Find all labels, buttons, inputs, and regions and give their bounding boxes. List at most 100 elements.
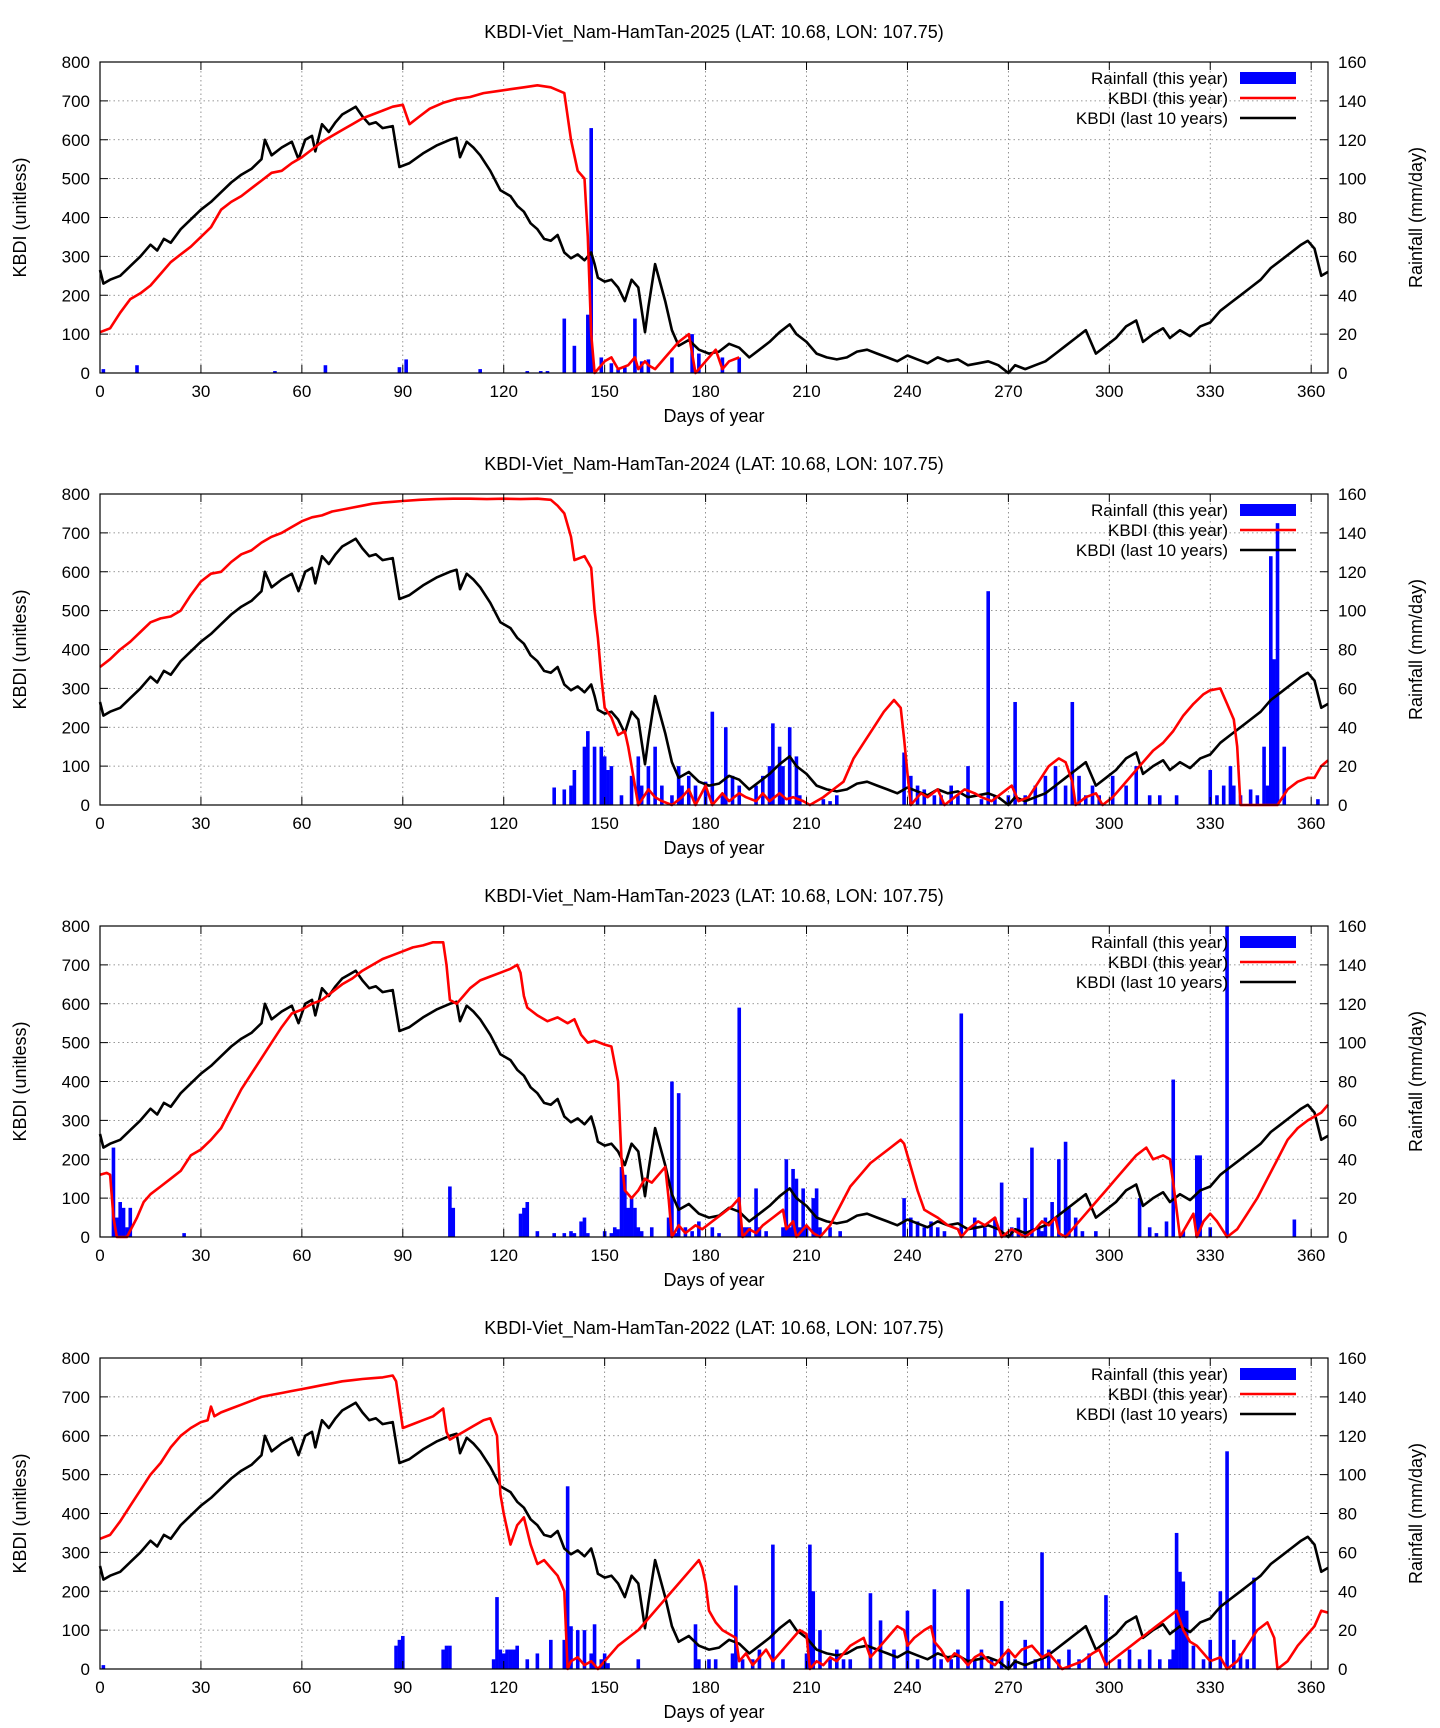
rainfall-bar (549, 1639, 553, 1669)
x-axis: 0 30 60 90 120 150 180 210 240 270 300 330 360 (95, 494, 1325, 833)
rainfall-bar (794, 756, 799, 805)
y-tick-label: 600 (62, 563, 90, 582)
y2-tick-label: 0 (1338, 1228, 1347, 1247)
y2-tick-label: 160 (1338, 485, 1366, 504)
rainfall-bar (764, 1231, 768, 1237)
rainfall-bar (101, 369, 106, 373)
rainfall-bar (1231, 1639, 1236, 1669)
rainfall-bar (599, 746, 604, 805)
y2-tick-label: 60 (1338, 679, 1357, 698)
rainfall-bar (633, 318, 637, 373)
rainfall-bar (1218, 1591, 1223, 1669)
y-tick-label: 300 (62, 247, 90, 266)
y-axis-left: 0 100 200 300 400 500 600 700 800 (62, 917, 108, 1247)
rainfall-bar (609, 766, 614, 805)
rainfall-bar (754, 785, 758, 805)
rainfall-bar (535, 1653, 540, 1669)
rainfall-bar (670, 357, 674, 373)
x-tick-label: 60 (292, 1678, 311, 1697)
rainfall-bar (956, 1649, 960, 1669)
rainfall-bar (1201, 1659, 1206, 1669)
rainfall-bar (1225, 1451, 1229, 1669)
rainfall-bar (1262, 746, 1266, 805)
rainfall-bar (1147, 795, 1152, 805)
rainfall-bar (781, 766, 785, 805)
rainfall-bar (794, 1178, 799, 1237)
rainfall-bar (1006, 1649, 1011, 1669)
rainfall-bar (660, 785, 664, 805)
rainfall-bar (693, 785, 698, 805)
rainfall-bar (1147, 1649, 1152, 1669)
legend-rainfall-swatch (1240, 504, 1296, 516)
legend-kbdi-last10-label: KBDI (last 10 years) (1076, 109, 1228, 128)
rainfall-bar (441, 1649, 445, 1669)
y2-tick-label: 0 (1338, 1660, 1347, 1679)
x-axis: 0 30 60 90 120 150 180 210 240 270 300 330 360 (95, 62, 1325, 401)
rainfall-bar (1087, 1653, 1091, 1669)
x-tick-label: 210 (792, 814, 820, 833)
rainfall-bar (1043, 1217, 1048, 1237)
y2-tick-label: 120 (1338, 1427, 1366, 1446)
y2-tick-label: 140 (1338, 524, 1366, 543)
rainfall-bar (400, 1635, 405, 1669)
rainfall-bar (737, 785, 742, 805)
rainfall-bar (1046, 1649, 1051, 1669)
x-tick-label: 270 (994, 382, 1022, 401)
rainfall-bar (569, 785, 573, 805)
rainfall-bar (115, 1217, 119, 1237)
rainfall-bar (448, 1186, 452, 1237)
rainfall-bar (589, 128, 593, 373)
y-tick-label: 800 (62, 485, 90, 504)
rainfall-bar (128, 1207, 133, 1237)
legend-rainfall-label: Rainfall (this year) (1091, 501, 1228, 520)
chart-title: KBDI-Viet_Nam-HamTan-2022 (LAT: 10.68, L… (484, 1318, 944, 1339)
rainfall-bar (135, 365, 139, 373)
rainfall-bar (707, 1659, 711, 1669)
rainfall-bar (1104, 1595, 1108, 1669)
rainfall-bar (616, 369, 620, 373)
rainfall-bar (922, 789, 927, 805)
y-axis-label: KBDI (unitless) (10, 157, 30, 277)
y2-tick-label: 120 (1338, 563, 1366, 582)
legend-rainfall-swatch (1240, 72, 1296, 84)
rainfall-bar (1080, 1231, 1085, 1237)
rainfall-bar (515, 1645, 519, 1669)
rainfall-bar (1057, 1159, 1061, 1237)
x-tick-label: 120 (490, 382, 518, 401)
rainfall-bar (586, 731, 590, 805)
rainfall-bars (111, 926, 1297, 1237)
rainfall-bar (1040, 1552, 1044, 1669)
rainfall-bar (730, 775, 735, 805)
y2-tick-label: 40 (1338, 286, 1357, 305)
rainfall-bar (979, 799, 984, 805)
rainfall-bar (720, 795, 725, 805)
chart-title: KBDI-Viet_Nam-HamTan-2025 (LAT: 10.68, L… (484, 22, 944, 43)
rainfall-bar (498, 1649, 503, 1669)
rainfall-bar (959, 1013, 964, 1237)
rainfall-bar (525, 1202, 530, 1237)
rainfall-bar (512, 1649, 516, 1669)
legend-rainfall-label: Rainfall (this year) (1091, 933, 1228, 952)
rainfall-bar (1124, 785, 1128, 805)
y2-tick-label: 0 (1338, 796, 1347, 815)
rainfall-bar (582, 1217, 587, 1237)
rainfall-bar (717, 1233, 721, 1237)
rainfall-bar (676, 766, 681, 805)
rainfall-bar (545, 371, 550, 373)
rainfall-bar (575, 1630, 580, 1669)
rainfall-bar (1171, 1649, 1176, 1669)
y2-tick-label: 40 (1338, 718, 1357, 737)
rainfall-bar (670, 795, 674, 805)
rainfall-bar (909, 775, 913, 805)
x-tick-label: 0 (95, 1678, 104, 1697)
rainfall-bar (636, 1659, 641, 1669)
x-tick-label: 150 (590, 1246, 618, 1265)
rainfall-bar (1036, 1227, 1041, 1237)
rainfall-bar (1030, 1147, 1034, 1237)
chart-title: KBDI-Viet_Nam-HamTan-2024 (LAT: 10.68, L… (484, 454, 944, 475)
y2-tick-label: 100 (1338, 1034, 1366, 1053)
rainfall-bar (784, 1159, 789, 1237)
rainfall-bar (1043, 775, 1048, 805)
rainfall-bar (999, 1600, 1004, 1669)
rainfall-bar (747, 1227, 752, 1237)
